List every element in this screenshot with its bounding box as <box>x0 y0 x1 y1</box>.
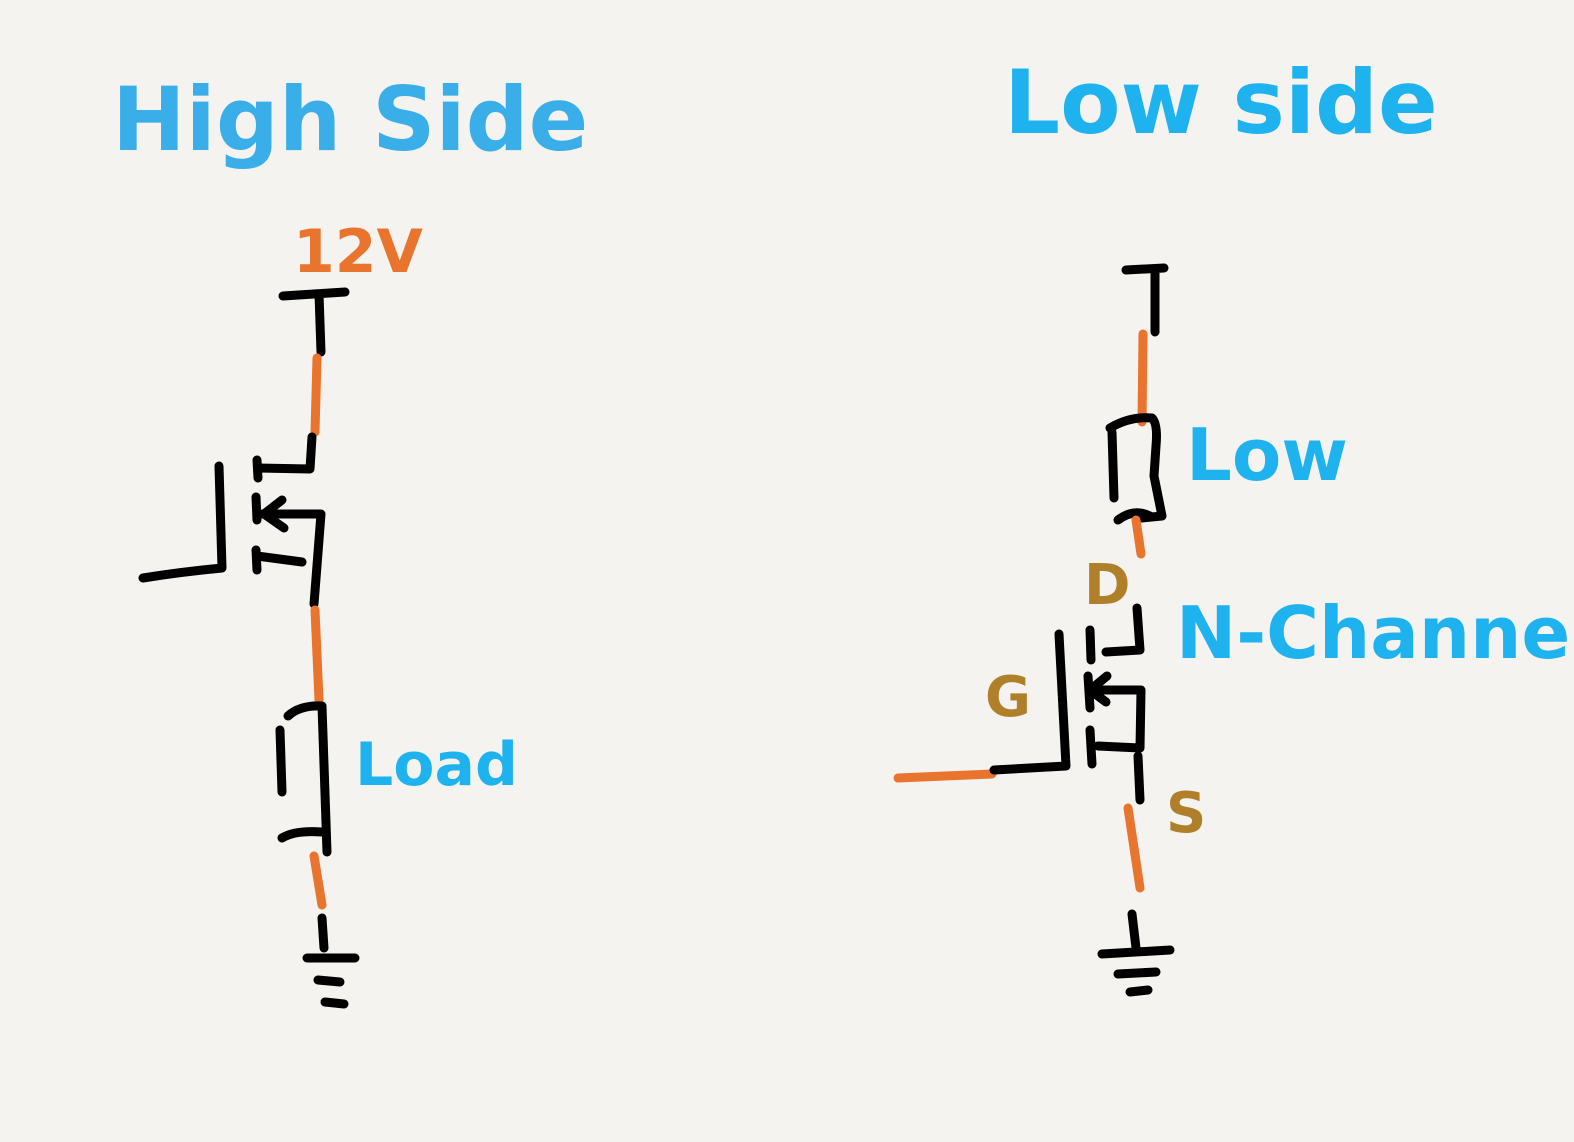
low-side-mosfet <box>893 603 1146 805</box>
pin-gate-label: G <box>985 665 1031 730</box>
low-side-supply-rail <box>1121 263 1169 337</box>
supply-rail-symbol <box>278 287 350 357</box>
wire-rail-to-load <box>1137 329 1148 427</box>
pin-source-label: S <box>1166 781 1206 846</box>
high-side-title: High Side <box>112 68 588 171</box>
low-side-load <box>1105 413 1167 525</box>
wire-mosfet-to-load <box>310 605 324 705</box>
supply-voltage-label: 12V <box>293 217 423 287</box>
high-side-circuit: High Side 12V Load <box>112 68 588 1009</box>
low-side-title: Low side <box>1004 51 1438 154</box>
low-side-ground-icon <box>1097 909 1175 997</box>
high-side-mosfet <box>138 432 326 609</box>
wire-load-to-ground <box>309 851 327 910</box>
wire-supply-to-mosfet <box>310 353 322 437</box>
high-side-load-label: Load <box>355 730 518 800</box>
low-side-load-label: Low <box>1186 413 1348 497</box>
wire-mosfet-to-ground <box>1123 803 1145 893</box>
mosfet-type-label: N-Channel <box>1176 591 1574 675</box>
high-side-load <box>275 701 332 857</box>
low-side-circuit: Low side Low D G S N-Channel <box>893 51 1574 997</box>
wire-load-to-mosfet <box>1131 515 1146 559</box>
pin-drain-label: D <box>1084 553 1130 618</box>
high-side-ground-icon <box>302 913 360 1009</box>
